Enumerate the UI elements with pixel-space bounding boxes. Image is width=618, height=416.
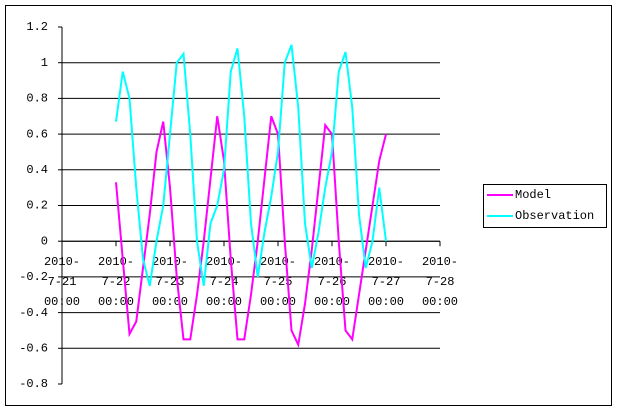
x-tick-label: 2010- 7-21 00:00 — [44, 255, 80, 309]
x-tick-label: 2010- 7-27 00:00 — [368, 255, 404, 309]
x-tick-label-line: 2010- — [422, 255, 458, 269]
x-tick-label-line: 2010- — [206, 255, 242, 269]
x-tick-label-line: 2010- — [260, 255, 296, 269]
x-tick-label-line: 7-28 — [426, 275, 455, 289]
x-tick-label: 2010- 7-28 00:00 — [422, 255, 458, 309]
x-tick-label-line: 2010- — [368, 255, 404, 269]
y-tick-label: 0.8 — [26, 92, 48, 106]
y-tick-label: 0.6 — [26, 127, 48, 141]
x-tick-label: 2010- 7-24 00:00 — [206, 255, 242, 309]
x-tick-label-line: 00:00 — [98, 295, 134, 309]
y-tick-label: 1.2 — [26, 20, 48, 34]
y-tick-label: 0.4 — [26, 163, 48, 177]
y-tick-label: 1 — [41, 56, 48, 70]
y-tick-label: -0.2 — [19, 270, 48, 284]
series-line — [115, 44, 387, 287]
x-tick-label-line: 00:00 — [206, 295, 242, 309]
y-tick-label: 0 — [41, 234, 48, 248]
x-tick-label: 2010- 7-25 00:00 — [260, 255, 296, 309]
x-tick-label-line: 7-21 — [48, 275, 77, 289]
y-tick-label: 0.2 — [26, 199, 48, 213]
x-tick-label-line: 7-27 — [372, 275, 401, 289]
x-tick-label-line: 7-22 — [102, 275, 131, 289]
series-line — [115, 115, 387, 349]
x-tick-label-line: 00:00 — [368, 295, 404, 309]
x-tick-label-line: 00:00 — [422, 295, 458, 309]
x-tick-label: 2010- 7-26 00:00 — [314, 255, 350, 309]
x-tick-label-line: 2010- — [44, 255, 80, 269]
x-tick-label-line: 2010- — [98, 255, 134, 269]
x-tick-label-line: 00:00 — [44, 295, 80, 309]
legend-box — [483, 184, 607, 228]
x-tick-label: 2010- 7-23 00:00 — [152, 255, 188, 309]
x-tick-label-line: 7-23 — [156, 275, 185, 289]
y-tick-label: -0.8 — [19, 377, 48, 391]
legend-label: Observation — [515, 209, 594, 223]
x-tick-label-line: 2010- — [152, 255, 188, 269]
legend: Model Observation — [483, 184, 607, 228]
x-tick-label: 2010- 7-22 00:00 — [98, 255, 134, 309]
x-tick-label-line: 7-24 — [210, 275, 239, 289]
x-tick-label-line: 7-26 — [318, 275, 347, 289]
x-tick-label-line: 7-25 — [264, 275, 293, 289]
x-tick-label-line: 2010- — [314, 255, 350, 269]
x-tick-label-line: 00:00 — [152, 295, 188, 309]
y-tick-label: -0.4 — [19, 306, 48, 320]
y-tick-label: -0.6 — [19, 341, 48, 355]
x-tick-label-line: 00:00 — [314, 295, 350, 309]
x-tick-label-line: 00:00 — [260, 295, 296, 309]
legend-label: Model — [515, 188, 551, 202]
